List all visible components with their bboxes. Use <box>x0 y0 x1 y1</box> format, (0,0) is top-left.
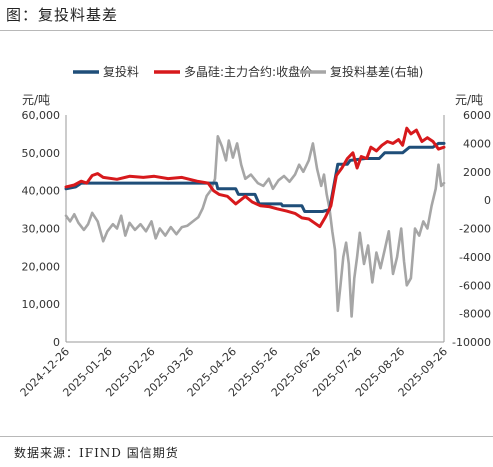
right-tick-label: 2000 <box>463 166 491 179</box>
source-divider <box>0 436 493 437</box>
right-tick-label: 6000 <box>463 109 491 122</box>
right-tick-label: -8000 <box>459 308 491 321</box>
chart-legend: 复投料 多晶硅:主力合约:收盘价 复投料基差(右轴) <box>73 64 423 79</box>
x-axis-ticks: 2024-12-262025-01-262025-02-262025-03-26… <box>18 345 450 399</box>
series-line-3 <box>64 135 446 318</box>
left-tick-label: 20,000 <box>22 260 61 273</box>
left-tick-label: 40,000 <box>22 185 61 198</box>
right-axis-unit-label: 元/吨 <box>455 93 483 107</box>
legend-label: 复投料基差(右轴) <box>330 64 423 79</box>
left-tick-label: 10,000 <box>22 298 61 311</box>
left-axis-ticks: 0 10,000 20,000 30,000 40,000 50,000 60,000 <box>22 109 61 349</box>
right-tick-label: 4000 <box>463 137 491 150</box>
right-tick-label: -6000 <box>459 279 491 292</box>
legend-label: 多晶硅:主力合约:收盘价 <box>184 64 312 79</box>
figure-title: 图：复投料基差 <box>6 6 119 24</box>
data-source-note: 数据来源：IFIND 国信期货 <box>14 446 179 460</box>
chart-axes <box>65 115 445 343</box>
left-tick-label: 60,000 <box>22 109 61 122</box>
series-layer <box>64 126 446 318</box>
right-axis-ticks: -10000 -8000 -6000 -4000 -2000 0 2000 4000 6000 <box>452 109 491 349</box>
right-tick-label: 0 <box>484 194 491 207</box>
right-tick-label: -10000 <box>452 336 491 349</box>
left-tick-label: 0 <box>53 336 60 349</box>
series-line-2 <box>64 126 446 229</box>
legend-label: 复投料 <box>103 64 139 79</box>
left-tick-label: 50,000 <box>22 147 61 160</box>
right-tick-label: -4000 <box>459 251 491 264</box>
title-divider <box>0 30 493 31</box>
left-axis-unit-label: 元/吨 <box>22 93 50 107</box>
left-tick-label: 30,000 <box>22 223 61 236</box>
right-tick-label: -2000 <box>459 223 491 236</box>
